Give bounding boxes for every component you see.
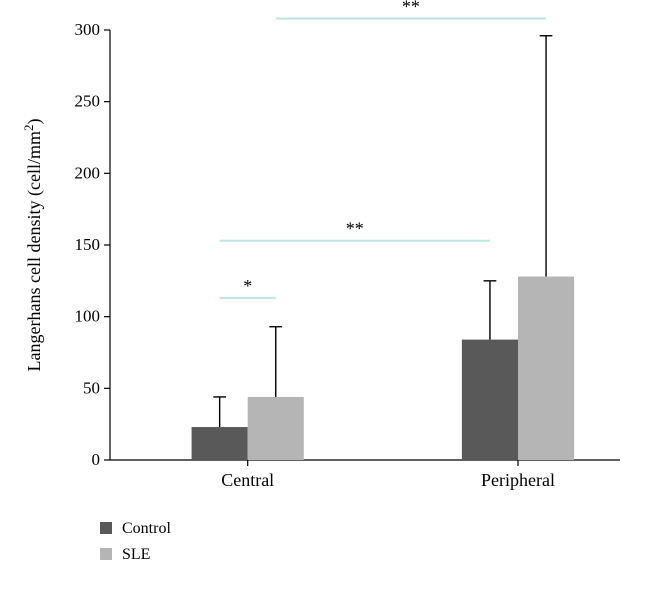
y-tick-label: 250 <box>75 92 101 111</box>
y-tick-label: 300 <box>75 20 101 39</box>
significance-label: ** <box>402 0 420 17</box>
y-tick-label: 150 <box>75 235 101 254</box>
significance-label: * <box>243 276 252 296</box>
significance-label: ** <box>346 219 364 239</box>
x-tick-label: Central <box>221 470 274 490</box>
y-tick-label: 50 <box>83 378 100 397</box>
chart-container: 0 50 100 150 200 250 300 Langerhans cell densit… <box>0 0 661 594</box>
bar <box>518 277 574 460</box>
bar <box>462 340 518 460</box>
legend-swatch <box>100 522 112 534</box>
legend-label: Control <box>122 520 171 537</box>
bar-chart: 0 50 100 150 200 250 300 Langerhans cell densit… <box>0 0 661 594</box>
bar <box>248 397 304 460</box>
x-tick-label: Peripheral <box>481 470 555 490</box>
y-axis-label: Langerhans cell density (cell/mm2) <box>21 119 46 372</box>
bar <box>192 427 248 460</box>
legend-swatch <box>100 548 112 560</box>
y-tick-label: 100 <box>75 307 101 326</box>
legend-label: SLE <box>122 546 150 563</box>
y-tick-label: 0 <box>92 450 101 469</box>
y-tick-label: 200 <box>75 163 101 182</box>
